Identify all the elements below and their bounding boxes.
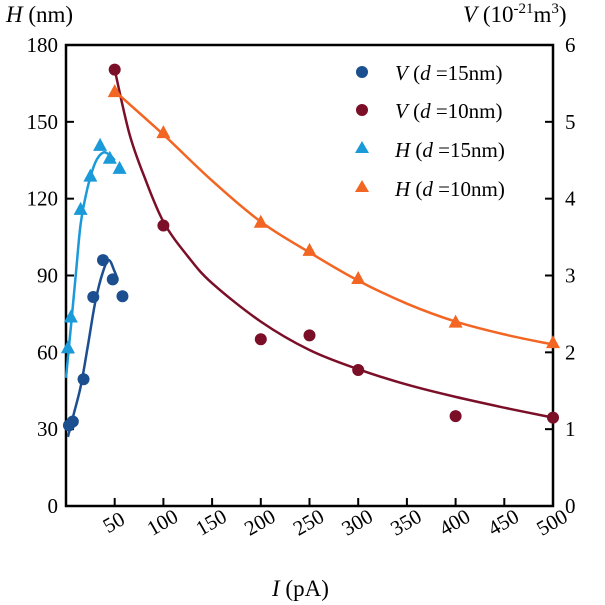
y-left-tick-label: 30	[37, 417, 58, 441]
x-tick-label: 300	[338, 504, 377, 541]
x-tick-label: 150	[191, 504, 230, 541]
data-point-circle	[97, 254, 110, 267]
y-right-tick-label: 2	[565, 340, 576, 364]
legend-item-h-10: H (d =10nm)	[355, 177, 505, 201]
x-tick-label: 350	[386, 504, 425, 541]
legend-d: d	[422, 177, 433, 201]
x-axis-title: I (pA)	[271, 576, 329, 601]
x-tick-label: 200	[240, 504, 279, 541]
data-point-circle	[254, 333, 267, 346]
y-left-axis-unit: (nm)	[23, 2, 73, 27]
y-right-axis-unit-suffix: )	[559, 2, 567, 27]
legend-symbol: V	[395, 61, 410, 85]
legend-d: d	[420, 61, 431, 85]
x-tick-label: 50	[99, 507, 129, 538]
fit-line-series-2	[64, 151, 116, 379]
data-point-circle	[66, 415, 79, 428]
legend-value: =10nm)	[433, 177, 505, 201]
data-point-triangle	[156, 125, 171, 139]
y-right-tick-label: 4	[565, 187, 576, 211]
y-right-axis-title: V (10-21m3)	[463, 1, 567, 27]
data-markers	[60, 63, 560, 432]
data-point-triangle	[107, 84, 122, 98]
data-point-circle	[87, 291, 100, 304]
data-point-circle	[157, 219, 170, 232]
legend-item-h-15: H (d =15nm)	[355, 138, 505, 162]
y-left-tick-label: 150	[27, 110, 59, 134]
data-point-triangle	[351, 271, 366, 285]
legend-item-v-15: V (d =15nm)	[356, 61, 503, 85]
x-tick-label: 100	[143, 504, 182, 541]
legend-symbol: H	[394, 177, 412, 201]
x-tick-label: 400	[435, 504, 474, 541]
legend-label: H (d =10nm)	[394, 177, 505, 201]
y-left-tick-label: 120	[27, 187, 59, 211]
legend-symbol: V	[395, 99, 410, 123]
y-left-axis-symbol: H	[5, 2, 24, 27]
data-point-triangle	[83, 168, 98, 182]
y-left-tick-label: 90	[37, 264, 58, 288]
y-left-axis-title: H (nm)	[5, 2, 73, 27]
legend-value: =10nm)	[431, 99, 503, 123]
x-axis-symbol: I	[271, 576, 281, 601]
y-left-tick-label: 60	[37, 340, 58, 364]
fit-line-series-1	[113, 69, 554, 419]
fit-curves	[64, 69, 554, 438]
data-point-circle	[106, 273, 119, 286]
data-point-circle	[108, 63, 121, 76]
x-tick-label: 450	[484, 504, 523, 541]
y-right-axis-unit-prefix: (10	[477, 2, 513, 27]
data-point-triangle	[63, 309, 78, 323]
data-point-circle	[547, 411, 559, 424]
fit-line-series-3	[113, 90, 554, 346]
data-point-triangle	[546, 335, 560, 349]
data-point-triangle	[102, 150, 117, 164]
data-point-triangle	[73, 201, 88, 215]
y-right-tick-label: 1	[565, 417, 576, 441]
data-point-circle	[352, 364, 365, 377]
y-right-axis-symbol: V	[463, 2, 480, 27]
y-right-axis-unit-exp2: 3	[551, 1, 559, 17]
legend: V (d =15nm) V (d =10nm) H (d =15nm) H (d…	[355, 61, 505, 201]
y-right-tick-label: 3	[565, 264, 576, 288]
data-point-triangle	[253, 214, 268, 228]
y-right-axis-unit-exp: -21	[513, 1, 533, 17]
legend-value: =15nm)	[433, 138, 505, 162]
legend-value: =15nm)	[431, 61, 503, 85]
data-point-triangle	[93, 137, 108, 151]
legend-d: d	[420, 99, 431, 123]
data-point-circle	[77, 373, 90, 386]
data-point-circle	[116, 290, 129, 303]
legend-marker-circle	[356, 104, 368, 116]
y-left-tick-label: 180	[27, 33, 59, 57]
legend-marker-triangle	[355, 141, 369, 153]
y-right-tick-label: 0	[565, 494, 576, 518]
x-tick-label: 250	[289, 504, 328, 541]
legend-label: H (d =15nm)	[394, 138, 505, 162]
x-axis-unit: (pA)	[280, 576, 329, 601]
legend-marker-circle	[356, 66, 368, 78]
data-point-triangle	[60, 340, 75, 354]
y-left-tick-label: 0	[48, 494, 59, 518]
legend-label: V (d =15nm)	[395, 61, 503, 85]
y-right-tick-label: 6	[565, 33, 576, 57]
data-point-triangle	[448, 314, 463, 328]
legend-marker-triangle	[355, 180, 369, 192]
data-point-circle	[449, 410, 462, 423]
legend-label: V (d =10nm)	[395, 99, 503, 123]
data-point-triangle	[302, 242, 317, 256]
y-right-tick-label: 5	[565, 110, 576, 134]
data-point-circle	[303, 329, 316, 342]
legend-item-v-10: V (d =10nm)	[356, 99, 503, 123]
y-right-axis-unit-mid: m	[533, 2, 551, 27]
legend-symbol: H	[394, 138, 412, 162]
legend-d: d	[422, 138, 433, 162]
data-point-triangle	[112, 160, 127, 174]
